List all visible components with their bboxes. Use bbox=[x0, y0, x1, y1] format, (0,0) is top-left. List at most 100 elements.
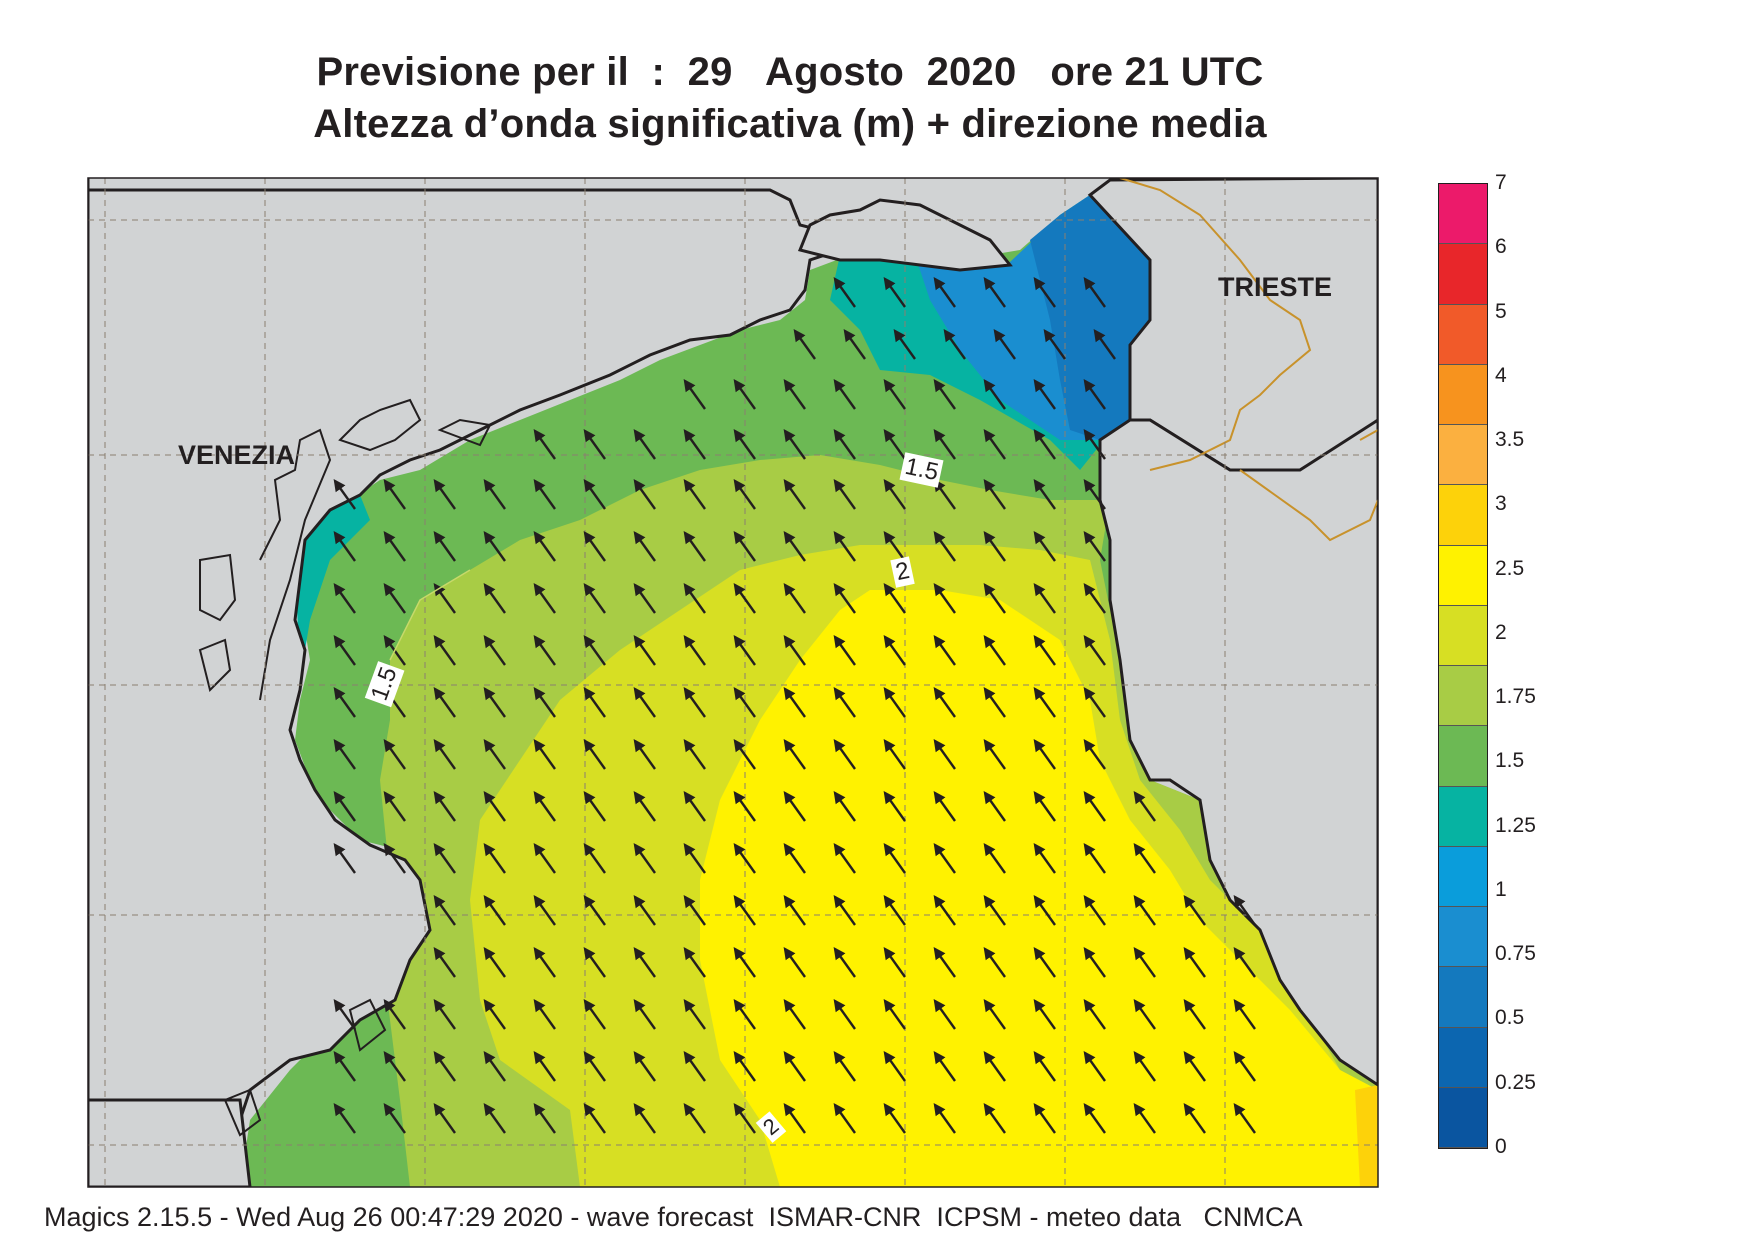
wave-direction-arrow bbox=[633, 895, 656, 926]
wave-direction-arrow bbox=[583, 531, 606, 562]
wave-direction-arrow bbox=[733, 379, 756, 410]
wave-direction-arrow bbox=[983, 739, 1006, 770]
wave-direction-arrow bbox=[833, 277, 856, 308]
wave-direction-arrow bbox=[783, 843, 806, 874]
color-bar-tick-label: 1 bbox=[1495, 877, 1507, 901]
wave-direction-arrow bbox=[1033, 583, 1056, 614]
wave-direction-arrow bbox=[483, 635, 506, 666]
wave-direction-arrow bbox=[533, 843, 556, 874]
color-bar-tick-label: 1.75 bbox=[1495, 685, 1536, 709]
footer-credits: Magics 2.15.5 - Wed Aug 26 00:47:29 2020… bbox=[44, 1202, 1303, 1232]
wave-direction-arrow bbox=[683, 531, 706, 562]
wave-direction-arrow bbox=[1083, 277, 1106, 308]
wave-direction-arrow bbox=[933, 739, 956, 770]
wave-direction-arrow bbox=[783, 1051, 806, 1082]
wave-direction-arrow bbox=[983, 999, 1006, 1030]
wave-direction-arrow bbox=[433, 1051, 456, 1082]
wave-direction-arrow bbox=[793, 329, 816, 360]
wave-direction-arrow bbox=[1033, 1103, 1056, 1134]
wave-direction-arrow bbox=[1093, 329, 1116, 360]
wave-direction-arrow bbox=[683, 739, 706, 770]
wave-direction-arrow bbox=[583, 895, 606, 926]
wave-direction-arrow bbox=[333, 479, 356, 510]
wave-direction-arrow bbox=[633, 635, 656, 666]
wave-direction-arrow bbox=[583, 739, 606, 770]
wave-direction-arrow bbox=[483, 531, 506, 562]
wave-direction-arrow bbox=[1083, 531, 1106, 562]
wave-direction-arrow bbox=[433, 635, 456, 666]
title-line-2: Altezza d’onda significativa (m) + direz… bbox=[313, 102, 1267, 146]
color-bar-tick-label: 7 bbox=[1495, 171, 1507, 194]
wave-direction-arrow bbox=[933, 947, 956, 978]
wave-direction-arrow bbox=[1033, 999, 1056, 1030]
wave-direction-arrow bbox=[1043, 329, 1066, 360]
wave-direction-arrow bbox=[583, 1103, 606, 1134]
wave-direction-arrow bbox=[883, 479, 906, 510]
wave-direction-arrow bbox=[433, 999, 456, 1030]
wave-direction-arrow bbox=[583, 583, 606, 614]
wave-direction-arrow bbox=[533, 999, 556, 1030]
wave-direction-arrow bbox=[533, 687, 556, 718]
wave-direction-arrow bbox=[983, 277, 1006, 308]
wave-direction-arrow bbox=[483, 843, 506, 874]
wave-direction-arrow bbox=[533, 791, 556, 822]
wave-direction-arrow bbox=[833, 739, 856, 770]
wave-direction-arrow bbox=[833, 687, 856, 718]
wave-direction-arrow bbox=[433, 791, 456, 822]
wave-direction-arrow bbox=[383, 531, 406, 562]
wave-direction-arrow bbox=[1083, 895, 1106, 926]
wave-direction-arrow bbox=[333, 791, 356, 822]
wave-direction-arrow bbox=[683, 583, 706, 614]
border-line bbox=[1119, 178, 1312, 471]
wave-direction-arrow bbox=[833, 379, 856, 410]
wave-direction-arrow bbox=[633, 429, 656, 460]
wave-direction-arrow bbox=[483, 583, 506, 614]
sea-band-2.5 bbox=[1355, 1085, 1378, 1187]
wave-direction-arrow bbox=[533, 1103, 556, 1134]
wave-direction-arrow bbox=[983, 947, 1006, 978]
wave-direction-arrow bbox=[1233, 947, 1256, 978]
wave-direction-arrow bbox=[1033, 791, 1056, 822]
wave-direction-arrow bbox=[883, 1051, 906, 1082]
wave-direction-arrow bbox=[733, 843, 756, 874]
wave-direction-arrow bbox=[1033, 739, 1056, 770]
wave-direction-arrow bbox=[1033, 479, 1056, 510]
wave-direction-arrow bbox=[333, 583, 356, 614]
wave-direction-arrow bbox=[583, 791, 606, 822]
wave-direction-arrow bbox=[1083, 1051, 1106, 1082]
wave-direction-arrow bbox=[1033, 277, 1056, 308]
wave-direction-arrow bbox=[1133, 999, 1156, 1030]
wave-direction-arrow bbox=[433, 739, 456, 770]
wave-direction-arrow bbox=[1033, 687, 1056, 718]
wave-direction-arrow bbox=[383, 791, 406, 822]
wave-direction-arrow bbox=[983, 583, 1006, 614]
color-bar-tick-label: 1.25 bbox=[1495, 813, 1536, 837]
wave-direction-arrow bbox=[1083, 583, 1106, 614]
wave-direction-arrow bbox=[683, 1103, 706, 1134]
wave-direction-arrow bbox=[783, 739, 806, 770]
wave-direction-arrow bbox=[1083, 635, 1106, 666]
color-bar-segment bbox=[1439, 364, 1487, 425]
wave-direction-arrow bbox=[783, 379, 806, 410]
wave-direction-arrow bbox=[1133, 791, 1156, 822]
wave-direction-arrow bbox=[1133, 895, 1156, 926]
wave-direction-arrow bbox=[983, 379, 1006, 410]
wave-direction-arrow bbox=[1233, 895, 1256, 926]
color-bar-tick-label: 0.75 bbox=[1495, 942, 1536, 966]
wave-direction-arrow bbox=[483, 1051, 506, 1082]
color-bar-segment bbox=[1439, 846, 1487, 907]
wave-direction-arrow bbox=[783, 479, 806, 510]
wave-direction-arrow bbox=[483, 895, 506, 926]
wave-direction-arrow bbox=[833, 479, 856, 510]
wave-direction-arrow bbox=[833, 947, 856, 978]
color-bar-segment bbox=[1439, 1087, 1487, 1148]
wave-direction-arrow bbox=[733, 531, 756, 562]
wave-direction-arrow bbox=[433, 479, 456, 510]
wave-direction-arrow bbox=[533, 895, 556, 926]
wave-direction-arrow bbox=[583, 687, 606, 718]
color-bar-legend bbox=[1438, 183, 1488, 1149]
wave-direction-arrow bbox=[733, 739, 756, 770]
wave-direction-arrow bbox=[533, 583, 556, 614]
wave-direction-arrow bbox=[933, 635, 956, 666]
